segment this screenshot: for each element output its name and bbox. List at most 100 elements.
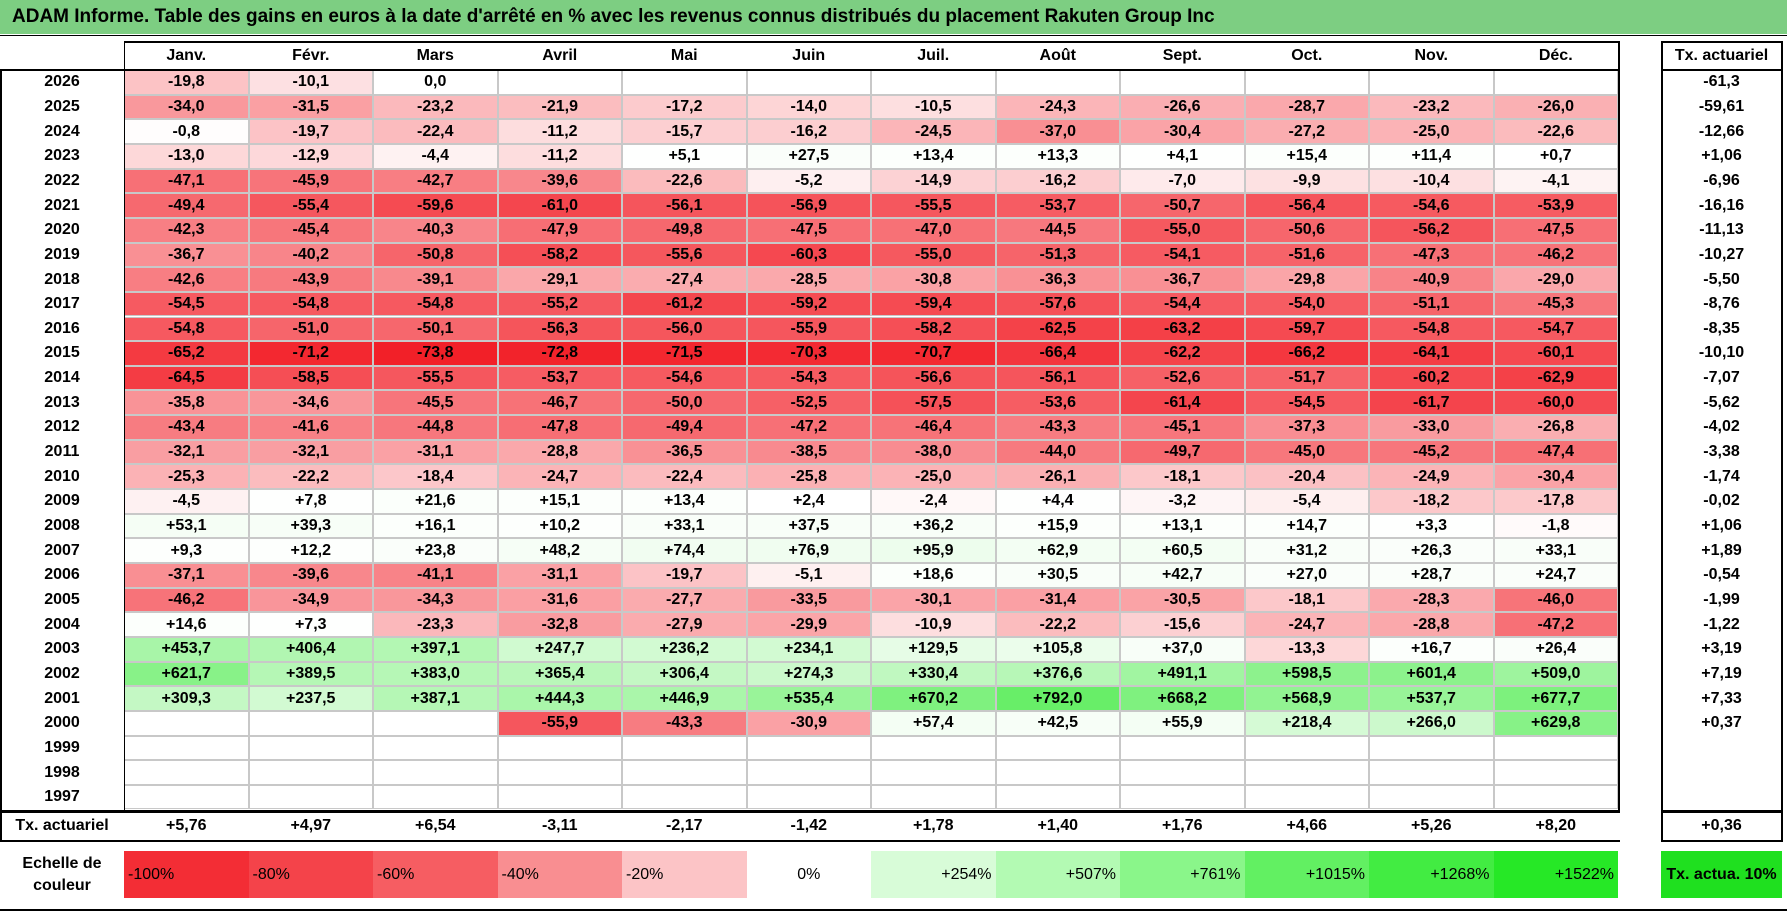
table-cell[interactable]: [1369, 784, 1494, 810]
table-cell[interactable]: [1369, 70, 1494, 95]
table-cell[interactable]: +3,3: [1369, 513, 1494, 539]
table-cell[interactable]: +33,1: [622, 513, 747, 539]
table-cell[interactable]: +330,4: [871, 661, 996, 687]
table-cell[interactable]: -36,5: [622, 439, 747, 465]
table-cell[interactable]: -9,9: [1244, 168, 1369, 194]
table-cell[interactable]: -54,3: [746, 365, 871, 391]
table-cell[interactable]: -28,8: [497, 439, 622, 465]
table-cell[interactable]: -40,2: [248, 242, 373, 268]
table-cell[interactable]: -56,1: [622, 193, 747, 218]
table-cell[interactable]: [1369, 760, 1494, 785]
table-cell[interactable]: [1493, 70, 1618, 95]
table-cell[interactable]: +598,5: [1244, 661, 1369, 687]
table-cell[interactable]: -61,0: [497, 193, 622, 218]
table-cell[interactable]: -50,0: [622, 390, 747, 416]
table-cell[interactable]: -66,4: [995, 341, 1120, 366]
table-cell[interactable]: -25,0: [871, 464, 996, 490]
table-cell[interactable]: -23,2: [373, 94, 498, 120]
table-cell[interactable]: -53,7: [995, 193, 1120, 218]
table-cell[interactable]: -47,2: [1493, 612, 1618, 637]
table-cell[interactable]: -27,2: [1244, 119, 1369, 144]
table-cell[interactable]: [248, 710, 373, 736]
table-cell[interactable]: [1244, 735, 1369, 761]
table-cell[interactable]: -54,0: [1244, 291, 1369, 317]
table-cell[interactable]: +406,4: [248, 636, 373, 662]
table-cell[interactable]: -45,3: [1493, 291, 1618, 317]
table-cell[interactable]: [746, 760, 871, 785]
table-cell[interactable]: +33,1: [1493, 538, 1618, 563]
table-cell[interactable]: [124, 760, 249, 785]
table-cell[interactable]: -52,5: [746, 390, 871, 416]
table-cell[interactable]: -40,9: [1369, 267, 1494, 292]
table-cell[interactable]: +621,7: [124, 661, 249, 687]
table-cell[interactable]: -61,2: [622, 291, 747, 317]
table-cell[interactable]: [1244, 784, 1369, 810]
table-cell[interactable]: +13,4: [871, 143, 996, 169]
table-cell[interactable]: -46,7: [497, 390, 622, 416]
table-cell[interactable]: -50,6: [1244, 217, 1369, 243]
table-cell[interactable]: -62,5: [995, 316, 1120, 342]
table-cell[interactable]: -36,7: [124, 242, 249, 268]
table-cell[interactable]: -38,0: [871, 439, 996, 465]
table-cell[interactable]: -15,7: [622, 119, 747, 144]
table-cell[interactable]: +105,8: [995, 636, 1120, 662]
table-cell[interactable]: -14,0: [746, 94, 871, 120]
table-cell[interactable]: -47,4: [1493, 439, 1618, 465]
table-cell[interactable]: -11,2: [497, 143, 622, 169]
table-cell[interactable]: -22,6: [1493, 119, 1618, 144]
table-cell[interactable]: [1493, 784, 1618, 810]
table-cell[interactable]: -46,2: [1493, 242, 1618, 268]
table-cell[interactable]: -16,2: [746, 119, 871, 144]
table-cell[interactable]: -30,9: [746, 710, 871, 736]
table-cell[interactable]: -55,9: [746, 316, 871, 342]
table-cell[interactable]: -15,6: [1120, 612, 1245, 637]
table-cell[interactable]: +57,4: [871, 710, 996, 736]
table-cell[interactable]: +7,3: [248, 612, 373, 637]
table-cell[interactable]: -32,8: [497, 612, 622, 637]
table-cell[interactable]: -10,9: [871, 612, 996, 637]
table-cell[interactable]: -43,3: [622, 710, 747, 736]
table-cell[interactable]: -10,1: [248, 70, 373, 95]
table-cell[interactable]: -62,9: [1493, 365, 1618, 391]
table-cell[interactable]: -22,2: [995, 612, 1120, 637]
table-cell[interactable]: -64,1: [1369, 341, 1494, 366]
table-cell[interactable]: -33,5: [746, 587, 871, 613]
table-cell[interactable]: -17,8: [1493, 489, 1618, 514]
table-cell[interactable]: -55,5: [373, 365, 498, 391]
table-cell[interactable]: +24,7: [1493, 563, 1618, 588]
table-cell[interactable]: -11,2: [497, 119, 622, 144]
table-cell[interactable]: +27,5: [746, 143, 871, 169]
table-cell[interactable]: -26,8: [1493, 415, 1618, 440]
table-cell[interactable]: -41,6: [248, 415, 373, 440]
table-cell[interactable]: -66,2: [1244, 341, 1369, 366]
table-cell[interactable]: +42,5: [995, 710, 1120, 736]
table-cell[interactable]: +31,2: [1244, 538, 1369, 563]
table-cell[interactable]: +309,3: [124, 686, 249, 711]
table-cell[interactable]: +274,3: [746, 661, 871, 687]
table-cell[interactable]: [1493, 735, 1618, 761]
table-cell[interactable]: +236,2: [622, 636, 747, 662]
table-cell[interactable]: +27,0: [1244, 563, 1369, 588]
table-cell[interactable]: -24,7: [497, 464, 622, 490]
table-cell[interactable]: -34,0: [124, 94, 249, 120]
table-cell[interactable]: -27,9: [622, 612, 747, 637]
table-cell[interactable]: -56,0: [622, 316, 747, 342]
table-cell[interactable]: -43,4: [124, 415, 249, 440]
table-cell[interactable]: +237,5: [248, 686, 373, 711]
table-cell[interactable]: [497, 760, 622, 785]
table-cell[interactable]: -47,9: [497, 217, 622, 243]
table-cell[interactable]: -4,5: [124, 489, 249, 514]
table-cell[interactable]: -58,5: [248, 365, 373, 391]
table-cell[interactable]: -22,4: [622, 464, 747, 490]
table-cell[interactable]: -54,1: [1120, 242, 1245, 268]
table-cell[interactable]: [622, 760, 747, 785]
table-cell[interactable]: [622, 784, 747, 810]
table-cell[interactable]: -28,8: [1369, 612, 1494, 637]
table-cell[interactable]: -47,2: [746, 415, 871, 440]
table-cell[interactable]: -44,8: [373, 415, 498, 440]
table-cell[interactable]: -47,5: [746, 217, 871, 243]
table-cell[interactable]: [871, 760, 996, 785]
table-cell[interactable]: +376,6: [995, 661, 1120, 687]
table-cell[interactable]: +9,3: [124, 538, 249, 563]
table-cell[interactable]: -65,2: [124, 341, 249, 366]
